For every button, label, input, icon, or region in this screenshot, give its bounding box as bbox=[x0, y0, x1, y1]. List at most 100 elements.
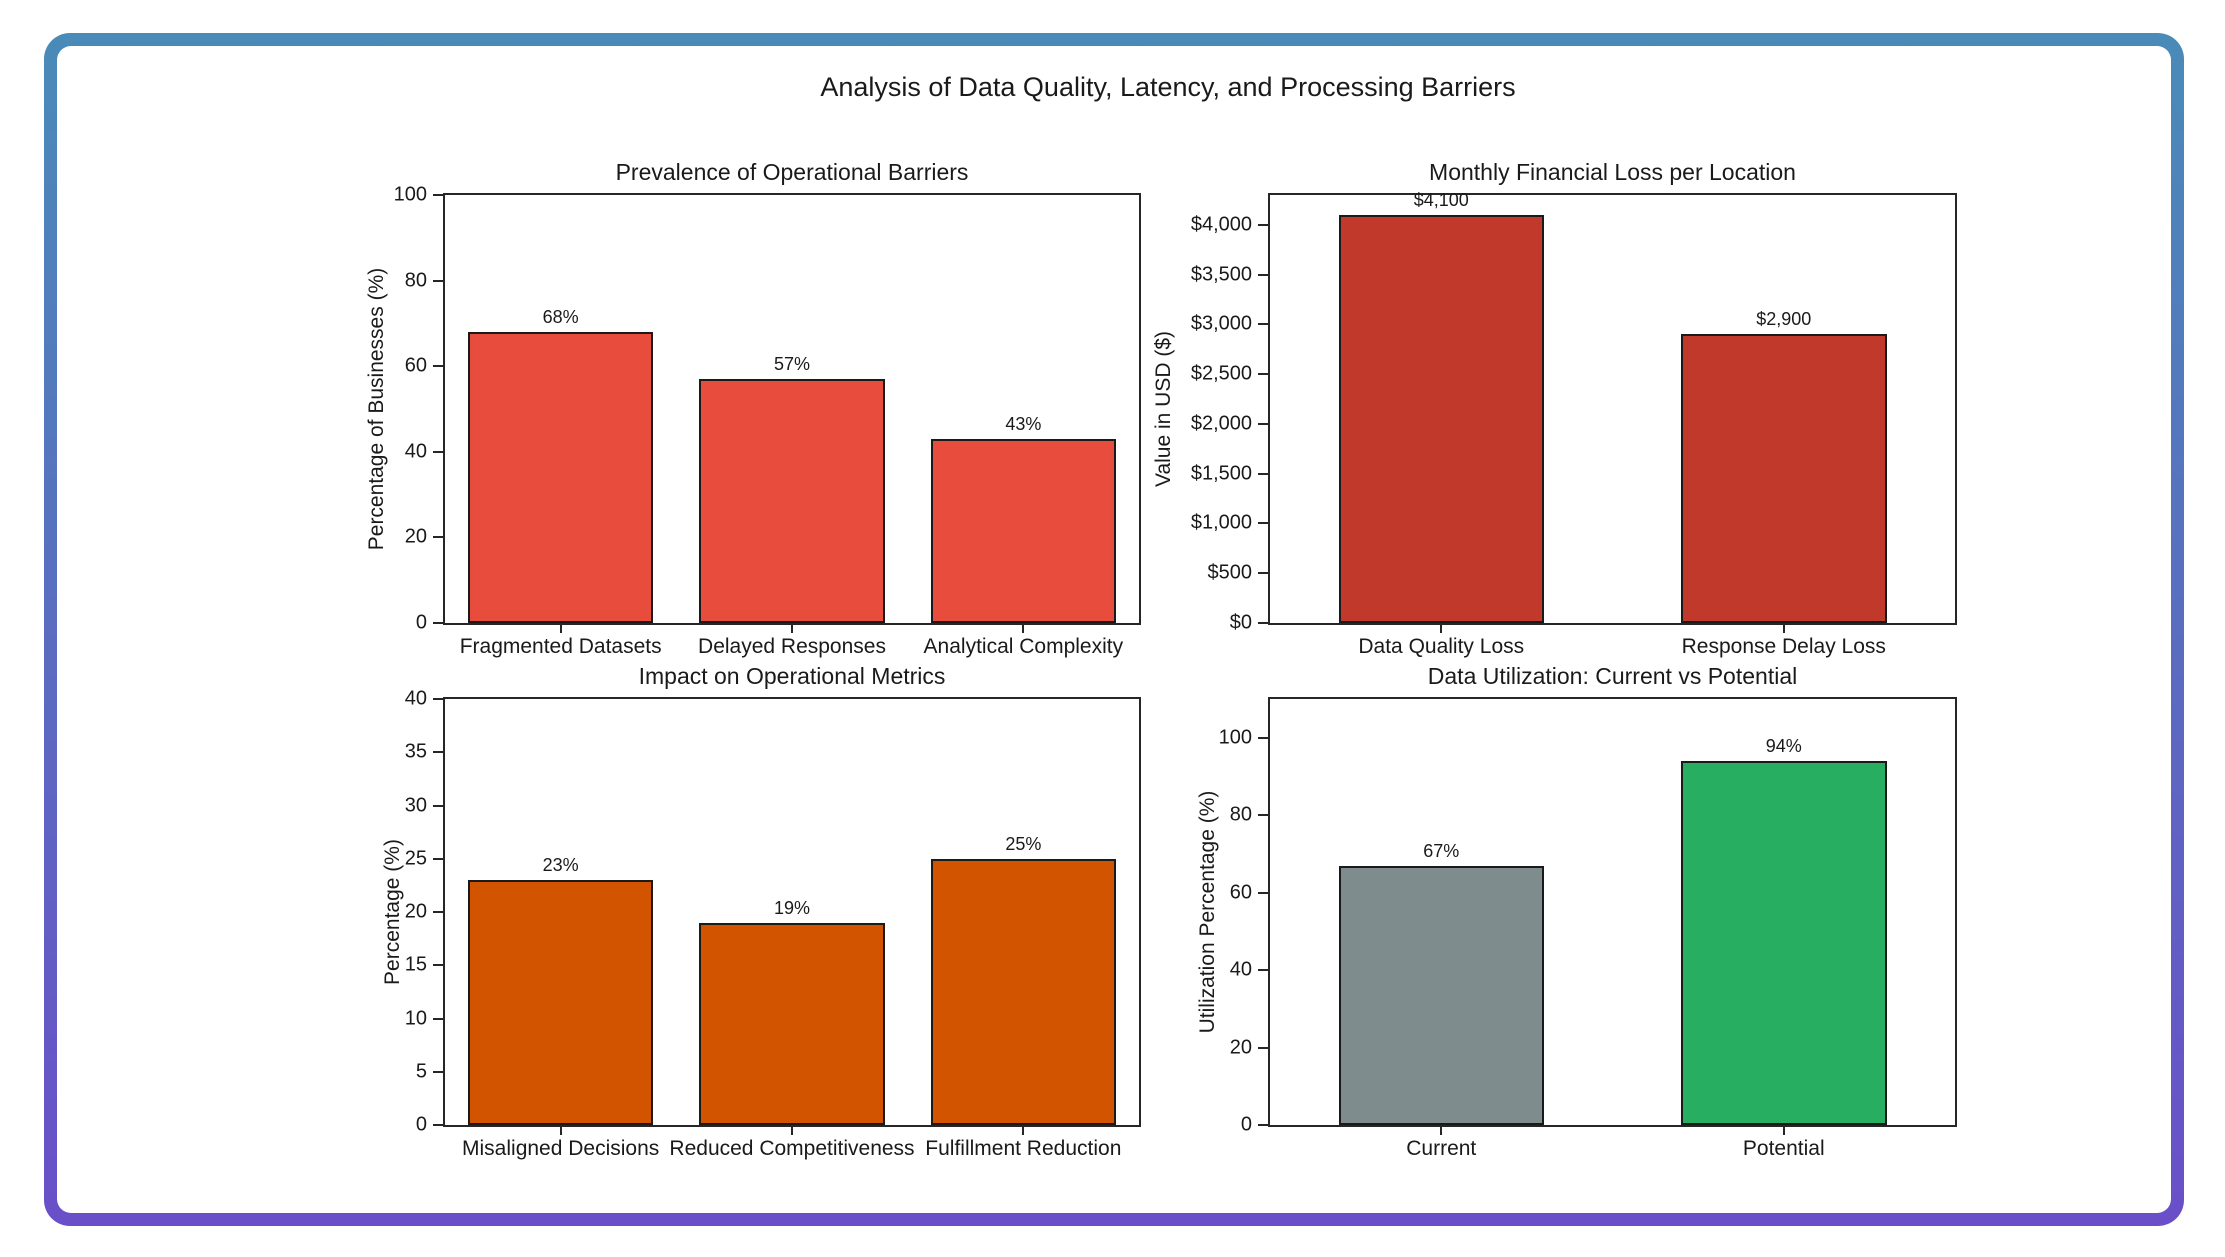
y-tick-mark bbox=[1258, 223, 1268, 226]
bar bbox=[1681, 760, 1887, 1125]
bar-value-label: 68% bbox=[542, 306, 579, 327]
y-tick-label: 5 bbox=[415, 1060, 427, 1083]
y-tick-mark bbox=[433, 622, 443, 624]
y-tick-mark bbox=[1258, 373, 1268, 376]
y-tick-label: 10 bbox=[404, 1007, 427, 1029]
y-tick-label: 80 bbox=[1229, 803, 1252, 826]
bar bbox=[1338, 865, 1544, 1125]
y-tick-label: 40 bbox=[404, 440, 427, 463]
y-tick-mark bbox=[1258, 572, 1268, 575]
bar-value-label: 57% bbox=[773, 354, 811, 375]
y-tick-label: 15 bbox=[404, 953, 427, 976]
bar bbox=[930, 438, 1116, 623]
bar bbox=[699, 922, 885, 1125]
y-tick-mark bbox=[1258, 422, 1268, 425]
bar bbox=[1338, 214, 1544, 623]
y-tick-mark bbox=[433, 857, 443, 860]
x-category-label: Delayed Responses bbox=[698, 635, 886, 658]
y-tick-label: $2,000 bbox=[1190, 412, 1252, 435]
y-axis-label: Percentage of Businesses (%) bbox=[365, 267, 388, 551]
bar-value-label: 19% bbox=[773, 897, 811, 918]
y-tick-mark bbox=[433, 751, 443, 754]
y-axis-label: Percentage (%) bbox=[381, 839, 404, 985]
bar bbox=[930, 858, 1116, 1125]
y-tick-label: 80 bbox=[404, 269, 427, 292]
y-tick-label: $3,500 bbox=[1190, 263, 1252, 286]
y-tick-mark bbox=[1258, 814, 1268, 817]
x-tick-mark bbox=[1440, 623, 1443, 633]
chart-title: Monthly Financial Loss per Location bbox=[1429, 159, 1796, 185]
y-tick-label: 40 bbox=[1229, 958, 1252, 981]
bar-value-label: 94% bbox=[1765, 735, 1802, 756]
y-tick-mark bbox=[433, 804, 443, 807]
x-tick-mark bbox=[1022, 1125, 1025, 1135]
figure-title: Analysis of Data Quality, Latency, and P… bbox=[820, 72, 1516, 102]
x-tick-mark bbox=[791, 623, 793, 633]
y-tick-label: 0 bbox=[1240, 1113, 1252, 1136]
y-tick-mark bbox=[433, 911, 443, 913]
bar-value-label: $4,100 bbox=[1413, 189, 1469, 210]
y-tick-label: 20 bbox=[1229, 1036, 1252, 1059]
chart-title: Prevalence of Operational Barriers bbox=[615, 159, 969, 185]
y-tick-mark bbox=[1258, 323, 1268, 326]
x-tick-mark bbox=[1022, 623, 1025, 633]
y-tick-mark bbox=[1258, 273, 1268, 276]
y-tick-label: $4,000 bbox=[1190, 213, 1252, 236]
x-category-label: Misaligned Decisions bbox=[462, 1137, 660, 1160]
x-tick-mark bbox=[559, 1125, 562, 1135]
x-tick-mark bbox=[559, 623, 562, 633]
y-tick-label: 100 bbox=[393, 183, 427, 206]
x-category-label: Analytical Complexity bbox=[923, 635, 1124, 658]
x-tick-mark bbox=[1782, 623, 1785, 633]
x-category-label: Potential bbox=[1742, 1137, 1825, 1160]
y-tick-mark bbox=[433, 1017, 443, 1020]
y-tick-label: 40 bbox=[404, 687, 427, 710]
bar-value-label: $2,900 bbox=[1756, 309, 1812, 330]
bar-value-label: 67% bbox=[1423, 840, 1460, 861]
x-tick-mark bbox=[791, 1125, 793, 1135]
x-category-label: Fulfillment Reduction bbox=[925, 1137, 1122, 1160]
x-category-label: Current bbox=[1406, 1137, 1477, 1160]
x-category-label: Fragmented Datasets bbox=[459, 635, 662, 658]
y-tick-mark bbox=[1258, 736, 1268, 739]
y-tick-label: $1,500 bbox=[1190, 462, 1252, 485]
y-tick-label: $0 bbox=[1229, 611, 1252, 634]
y-tick-label: $500 bbox=[1207, 561, 1253, 584]
chart-title: Data Utilization: Current vs Potential bbox=[1427, 663, 1798, 689]
bar-value-label: 43% bbox=[1005, 413, 1042, 434]
y-tick-mark bbox=[433, 279, 443, 282]
y-tick-mark bbox=[433, 365, 443, 368]
bar bbox=[468, 331, 654, 623]
y-tick-label: 100 bbox=[1218, 726, 1252, 749]
y-tick-mark bbox=[433, 194, 443, 196]
y-axis-label: Utilization Percentage (%) bbox=[1196, 790, 1219, 1034]
chart-title: Impact on Operational Metrics bbox=[638, 663, 946, 689]
y-tick-mark bbox=[1258, 522, 1268, 525]
y-tick-mark bbox=[433, 964, 443, 967]
bar-value-label: 25% bbox=[1005, 833, 1042, 854]
x-tick-mark bbox=[1440, 1125, 1443, 1135]
x-category-label: Response Delay Loss bbox=[1681, 635, 1886, 658]
y-tick-label: 0 bbox=[415, 1113, 427, 1136]
bar bbox=[468, 880, 654, 1125]
y-tick-mark bbox=[433, 450, 443, 453]
x-category-label: Reduced Competitiveness bbox=[669, 1137, 915, 1160]
y-tick-label: 0 bbox=[415, 611, 427, 634]
y-tick-mark bbox=[1258, 1124, 1268, 1126]
y-tick-label: 60 bbox=[404, 354, 427, 377]
bar-value-label: 23% bbox=[542, 855, 579, 876]
x-tick-mark bbox=[1782, 1125, 1785, 1135]
bar bbox=[1681, 334, 1887, 623]
y-tick-label: 35 bbox=[404, 740, 427, 763]
y-tick-label: 20 bbox=[404, 900, 427, 923]
y-tick-mark bbox=[433, 1124, 443, 1126]
y-tick-mark bbox=[433, 536, 443, 539]
chart-financial-loss-plot: Monthly Financial Loss per Location Value… bbox=[1152, 159, 1957, 658]
chart-utilization-plot: Data Utilization: Current vs Potential Ut… bbox=[1196, 663, 1957, 1160]
bar bbox=[699, 379, 885, 623]
y-tick-label: $2,500 bbox=[1190, 362, 1252, 385]
y-tick-label: 30 bbox=[404, 794, 427, 816]
y-tick-mark bbox=[1258, 622, 1268, 624]
y-tick-mark bbox=[1258, 969, 1268, 972]
